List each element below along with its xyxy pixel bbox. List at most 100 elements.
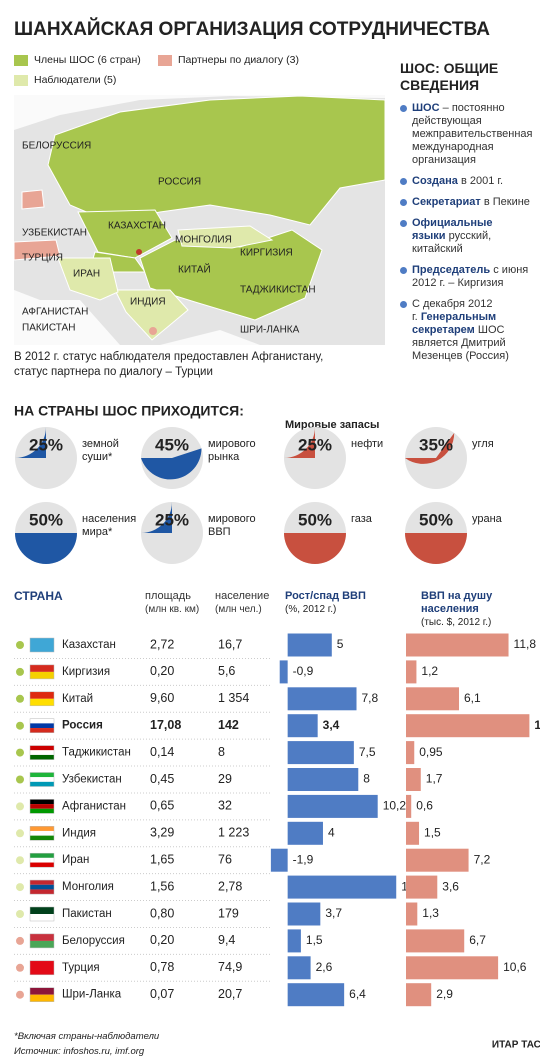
bar	[287, 687, 357, 711]
bar-value-label: 6,1	[464, 691, 481, 705]
status-dot	[16, 775, 24, 784]
bar-value-label: 0,95	[419, 745, 443, 759]
pie-slice	[15, 427, 46, 458]
legend-swatch	[158, 55, 172, 66]
bar-value-label: 7,2	[474, 852, 491, 866]
map-observers-west	[57, 257, 119, 301]
population: 9,4	[218, 933, 235, 947]
population: 1 223	[218, 826, 249, 840]
table-header: СТРАНА	[14, 590, 84, 603]
pie-value-label: 25%	[155, 510, 189, 529]
country-name: Китай	[62, 693, 93, 705]
area: 1,56	[150, 879, 174, 893]
status-dot	[16, 667, 24, 676]
header-unit: (млн кв. км)	[145, 604, 200, 615]
info-text: Генеральным секретарем	[412, 311, 497, 336]
map-sri-lanka	[149, 327, 157, 335]
bar-value-label: 1,2	[421, 664, 438, 678]
info-text: С декабря 2012 г.	[412, 298, 493, 323]
pie-caption: земной суши*	[82, 438, 119, 463]
bar-value-label: 10,6	[503, 960, 527, 974]
pie-slice	[141, 448, 202, 480]
info-panel: ШОС: ОБЩИЕ СВЕДЕНИЯ ШОС – постоянно дейст…	[400, 60, 535, 371]
info-text: Официальные языки	[412, 217, 493, 242]
status-dot	[16, 694, 24, 703]
bullet	[400, 267, 407, 274]
population: 5,6	[218, 664, 235, 678]
map-kazakhstan	[77, 209, 173, 259]
population: 142	[218, 718, 239, 732]
table-header: площадь (млн кв. км)	[145, 590, 215, 616]
flag	[30, 728, 54, 733]
header-unit: (млн чел.)	[215, 604, 262, 615]
legend-swatch	[14, 75, 28, 86]
area: 0,20	[150, 664, 174, 678]
map-label: ИРАН	[73, 269, 100, 280]
flag	[30, 691, 54, 699]
flag	[30, 718, 54, 724]
flag	[30, 960, 54, 975]
bar-value-label: 7,5	[359, 745, 376, 759]
population: 2,78	[218, 879, 242, 893]
legend-label: Наблюдатели (5)	[34, 74, 116, 86]
status-dot	[16, 748, 24, 757]
flag-border	[29, 664, 55, 680]
map-label: МОНГОЛИЯ	[175, 235, 232, 246]
area: 0,78	[150, 960, 174, 974]
bar	[287, 741, 354, 765]
map	[13, 95, 386, 345]
status-dot	[16, 963, 24, 972]
info-text: – постоянно действующая межправительстве…	[412, 102, 533, 166]
map-label: КАЗАХСТАН	[108, 221, 166, 232]
pie-caption: урана	[472, 513, 502, 525]
map-label: ТАДЖИКИСТАН	[240, 285, 316, 296]
population: 20,7	[218, 987, 242, 1001]
flag	[30, 745, 54, 751]
country-name: Индия	[62, 827, 96, 839]
flag	[30, 723, 54, 729]
bar-value-label: 0,6	[416, 799, 433, 813]
logo: ИТАР ТАСС	[492, 1040, 540, 1051]
country-name: Казахстан	[62, 639, 116, 651]
flag	[30, 987, 54, 995]
header-name: население	[215, 590, 270, 602]
bar-value-label: 6,7	[469, 933, 486, 947]
bar	[406, 902, 418, 926]
bar-value-label: 2,6	[316, 960, 333, 974]
bar-value-label: -1,9	[293, 852, 314, 866]
flag-border	[29, 933, 55, 949]
info-text: русский, китайский	[412, 230, 492, 255]
flag	[30, 754, 54, 760]
pie-slice	[405, 533, 467, 564]
area: 0,14	[150, 745, 174, 759]
population: 32	[218, 799, 232, 813]
bar-value-label: 3,7	[325, 906, 342, 920]
flag	[30, 826, 54, 831]
bar	[406, 794, 412, 818]
map-label: УЗБЕКИСТАН	[22, 228, 87, 239]
bar-value-label: 1,5	[424, 825, 441, 839]
map-label: РОССИЯ	[158, 177, 201, 188]
pie-value-label: 25%	[298, 435, 332, 454]
map-label: ПАКИСТАН	[22, 323, 75, 334]
population: 1 354	[218, 691, 249, 705]
bar	[287, 768, 359, 791]
area: 0,07	[150, 987, 174, 1001]
status-dot	[16, 721, 24, 730]
info-item: Председатель с июня 2012 г. – Киргизия	[400, 264, 535, 290]
population: 179	[218, 906, 239, 920]
map-mongolia	[177, 225, 274, 249]
area: 0,45	[150, 772, 174, 786]
pie-slice	[284, 533, 346, 564]
flag	[30, 781, 54, 787]
bar	[287, 714, 318, 738]
population: 76	[218, 852, 232, 866]
footnote: *Включая страны-наблюдатели	[14, 1031, 160, 1042]
flag-border	[29, 718, 55, 733]
map-label: ТУРЦИЯ	[22, 253, 63, 264]
flag	[30, 804, 54, 809]
bar	[406, 929, 465, 953]
legend-swatch	[14, 55, 28, 66]
